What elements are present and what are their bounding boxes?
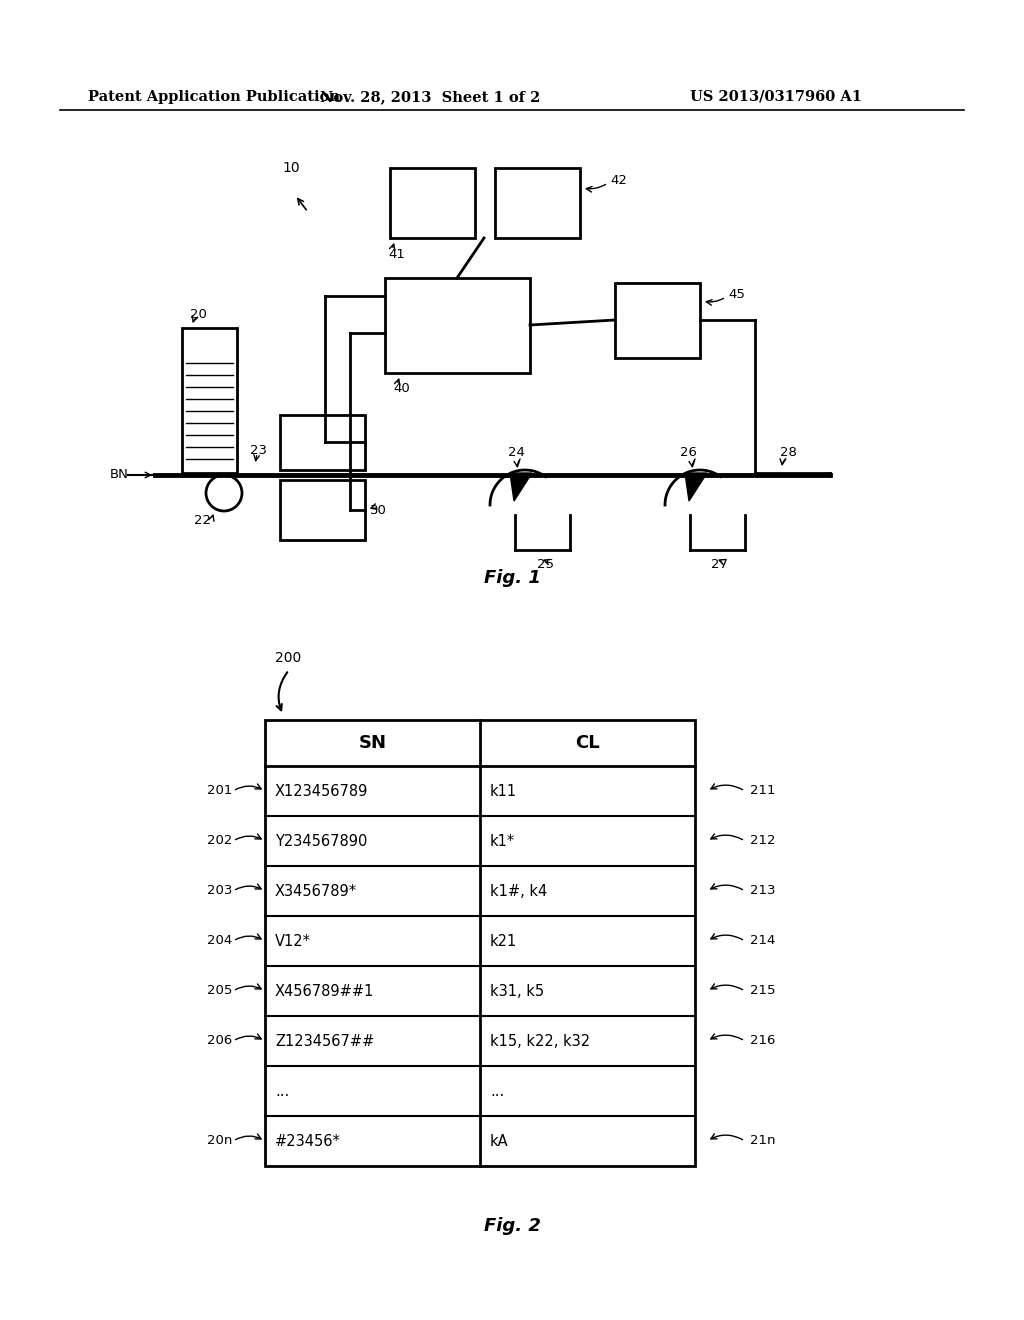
Text: Z1234567##: Z1234567## [275,1034,375,1048]
Text: 216: 216 [750,1035,775,1048]
Text: ...: ... [275,1084,289,1098]
Text: 213: 213 [750,884,775,898]
Text: 204: 204 [207,935,232,948]
Text: 20: 20 [190,308,207,321]
Text: 203: 203 [207,884,232,898]
Text: 200: 200 [275,651,301,665]
Text: V12*: V12* [275,933,311,949]
Bar [265,719,695,1166]
Text: BN: BN [110,469,129,482]
Polygon shape [685,473,707,502]
Text: 25: 25 [537,558,554,572]
Text: 206: 206 [207,1035,232,1048]
Bar [390,168,475,238]
Text: 205: 205 [207,985,232,998]
Text: 26: 26 [680,446,697,459]
Text: k21: k21 [490,933,517,949]
Text: k1#, k4: k1#, k4 [490,883,547,899]
Polygon shape [510,473,532,502]
Text: 23: 23 [250,444,267,457]
Text: 42: 42 [610,173,627,186]
Text: 212: 212 [750,834,775,847]
Bar [385,279,530,374]
Text: 28: 28 [780,446,797,459]
Bar [615,282,700,358]
Bar [495,168,580,238]
Text: k1*: k1* [490,833,515,849]
Text: SN: SN [358,734,386,752]
Text: Y234567890: Y234567890 [275,833,368,849]
Text: 201: 201 [207,784,232,797]
Text: 211: 211 [750,784,775,797]
Text: 41: 41 [388,248,404,260]
Bar [182,327,237,473]
Text: #23456*: #23456* [275,1134,341,1148]
Text: 214: 214 [750,935,775,948]
Text: k11: k11 [490,784,517,799]
Text: ...: ... [490,1084,504,1098]
Text: 22: 22 [194,515,211,528]
Text: k31, k5: k31, k5 [490,983,544,998]
Text: 27: 27 [712,558,728,572]
Text: 24: 24 [508,446,525,459]
Bar [280,480,365,540]
Text: 45: 45 [728,289,744,301]
Text: 202: 202 [207,834,232,847]
Text: 215: 215 [750,985,775,998]
Text: kA: kA [490,1134,509,1148]
Text: Patent Application Publication: Patent Application Publication [88,90,340,104]
Text: Fig. 2: Fig. 2 [483,1217,541,1236]
Text: 21n: 21n [750,1134,775,1147]
Text: Nov. 28, 2013  Sheet 1 of 2: Nov. 28, 2013 Sheet 1 of 2 [319,90,541,104]
Text: 40: 40 [393,383,410,396]
Bar [280,414,365,470]
Text: k15, k22, k32: k15, k22, k32 [490,1034,590,1048]
Text: Fig. 1: Fig. 1 [483,569,541,587]
Text: X3456789*: X3456789* [275,883,357,899]
Text: 10: 10 [282,161,300,176]
Text: X123456789: X123456789 [275,784,369,799]
Text: US 2013/0317960 A1: US 2013/0317960 A1 [690,90,862,104]
Text: X456789##1: X456789##1 [275,983,375,998]
Text: CL: CL [575,734,600,752]
Text: 20n: 20n [207,1134,232,1147]
Text: 30: 30 [370,503,387,516]
